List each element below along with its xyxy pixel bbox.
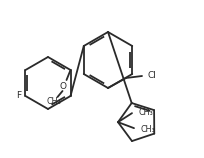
Text: CH₃: CH₃: [138, 108, 153, 117]
Text: O: O: [59, 82, 66, 91]
Text: CH₃: CH₃: [140, 125, 155, 134]
Text: CH₃: CH₃: [46, 97, 61, 106]
Text: F: F: [16, 91, 21, 100]
Text: Cl: Cl: [147, 72, 156, 80]
